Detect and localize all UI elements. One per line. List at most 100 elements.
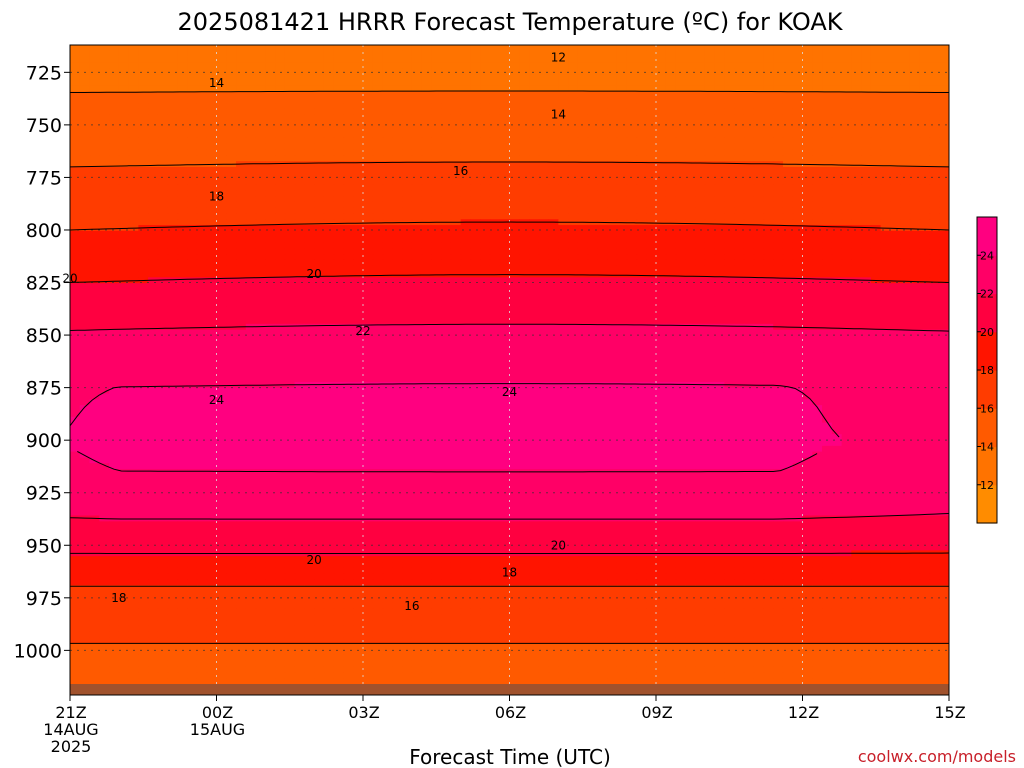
temperature-cell	[616, 126, 628, 133]
temperature-cell	[704, 178, 716, 186]
temperature-cell	[529, 236, 540, 244]
temperature-cell	[577, 352, 589, 360]
temperature-cell	[265, 132, 276, 139]
temperature-cell	[226, 230, 237, 238]
temperature-cell	[851, 103, 862, 110]
temperature-cell	[519, 265, 530, 273]
temperature-cell	[421, 358, 432, 366]
temperature-cell	[187, 74, 198, 81]
temperature-cell	[743, 62, 755, 69]
temperature-cell	[519, 149, 530, 156]
temperature-cell	[568, 56, 579, 64]
temperature-cell	[695, 143, 706, 151]
temperature-cell	[411, 225, 423, 232]
temperature-cell	[695, 335, 706, 342]
temperature-cell	[558, 85, 569, 93]
temperature-cell	[529, 114, 540, 122]
temperature-cell	[529, 294, 540, 302]
temperature-cell	[411, 56, 423, 64]
temperature-cell	[548, 306, 559, 313]
temperature-cell	[157, 62, 169, 69]
temperature-cell	[470, 97, 481, 104]
temperature-cell	[714, 318, 725, 325]
temperature-cell	[890, 155, 901, 162]
temperature-cell	[656, 166, 667, 174]
temperature-cell	[70, 184, 81, 191]
temperature-cell	[236, 201, 247, 209]
temperature-cell	[89, 225, 100, 232]
temperature-cell	[695, 196, 706, 203]
temperature-cell	[392, 259, 403, 267]
temperature-cell	[675, 335, 686, 342]
temperature-cell	[392, 265, 403, 273]
temperature-cell	[382, 126, 393, 133]
temperature-cell	[558, 207, 569, 215]
temperature-cell	[900, 323, 911, 331]
temperature-cell	[743, 50, 755, 58]
temperature-cell	[880, 166, 891, 174]
temperature-cell	[753, 219, 765, 226]
temperature-cell	[226, 126, 237, 133]
temperature-cell	[782, 184, 794, 191]
temperature-cell	[636, 294, 647, 302]
temperature-cell	[548, 172, 559, 180]
temperature-cell	[70, 248, 81, 255]
temperature-cell	[265, 318, 276, 325]
temperature-cell	[314, 201, 325, 209]
temperature-cell	[607, 50, 618, 58]
temperature-cell	[665, 56, 677, 64]
temperature-cell	[226, 254, 237, 261]
temperature-cell	[236, 225, 247, 232]
temperature-cell	[861, 358, 872, 366]
temperature-cell	[558, 318, 569, 325]
temperature-cell	[226, 172, 237, 180]
temperature-cell	[284, 184, 296, 191]
temperature-cell	[587, 300, 598, 308]
temperature-cell	[79, 201, 91, 209]
temperature-cell	[548, 155, 559, 162]
temperature-cell	[704, 271, 716, 278]
temperature-cell	[558, 254, 569, 261]
temperature-cell	[812, 74, 823, 81]
temperature-cell	[919, 137, 931, 145]
temperature-cell	[470, 225, 481, 232]
temperature-cell	[314, 143, 325, 151]
temperature-cell	[392, 248, 403, 255]
temperature-cell	[382, 161, 393, 168]
temperature-cell	[314, 155, 325, 162]
temperature-cell	[870, 254, 882, 261]
temperature-cell	[763, 271, 774, 278]
temperature-cell	[861, 254, 872, 261]
temperature-cell	[861, 347, 872, 354]
temperature-cell	[489, 114, 501, 122]
temperature-cell	[656, 114, 667, 122]
temperature-cell	[148, 68, 159, 75]
temperature-cell	[314, 161, 325, 168]
temperature-cell	[421, 306, 432, 313]
temperature-cell	[333, 120, 345, 127]
temperature-cell	[236, 68, 247, 75]
temperature-cell	[626, 300, 638, 308]
temperature-cell	[548, 277, 559, 284]
temperature-cell	[616, 172, 628, 180]
temperature-cell	[870, 114, 882, 122]
temperature-cell	[763, 225, 774, 232]
temperature-cell	[822, 155, 833, 162]
temperature-cell	[665, 50, 677, 58]
temperature-cell	[538, 242, 550, 249]
temperature-cell	[919, 120, 931, 127]
temperature-cell	[900, 347, 911, 354]
temperature-cell	[743, 219, 755, 226]
temperature-cell	[822, 294, 833, 302]
temperature-cell	[616, 201, 628, 209]
temperature-cell	[939, 155, 949, 162]
temperature-cell	[236, 352, 247, 360]
temperature-cell	[851, 352, 862, 360]
temperature-cell	[743, 242, 755, 249]
temperature-cell	[392, 352, 403, 360]
temperature-cell	[304, 277, 315, 284]
temperature-cell	[187, 225, 198, 232]
temperature-cell	[333, 254, 345, 261]
temperature-cell	[138, 300, 149, 308]
temperature-cell	[236, 74, 247, 81]
